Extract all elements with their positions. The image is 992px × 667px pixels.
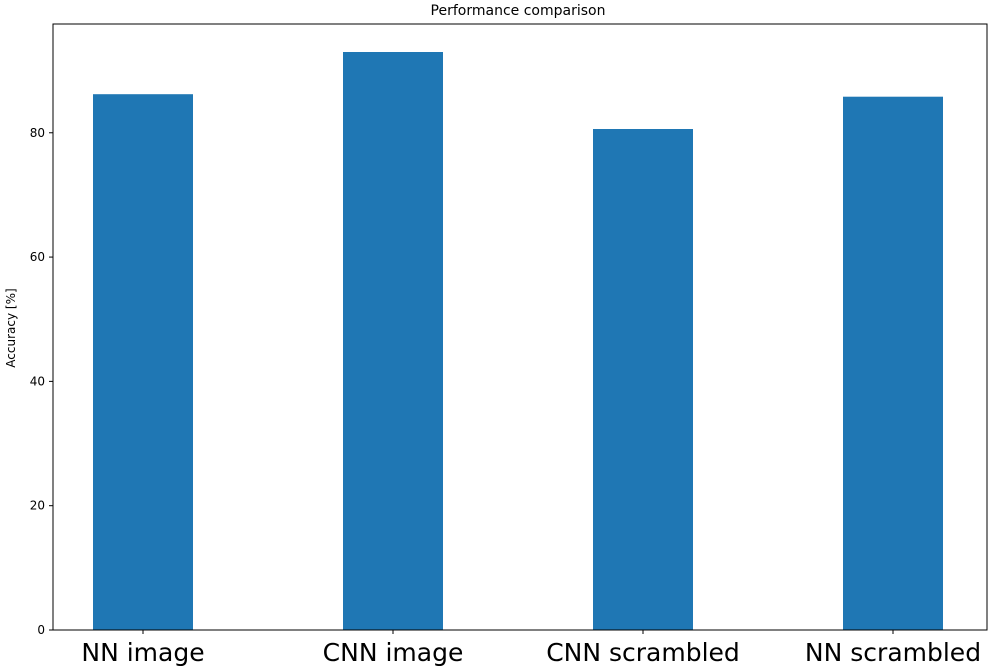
- x-tick-label: CNN image: [323, 638, 464, 667]
- y-tick-label: 20: [30, 499, 45, 513]
- y-axis-label: Accuracy [%]: [4, 288, 18, 367]
- axes-frame: [52, 23, 988, 631]
- bar-nn-scrambled: [843, 96, 943, 630]
- x-axis: NN image CNN image CNN scrambled NN scrambl…: [81, 630, 981, 667]
- x-tick-label: NN image: [81, 638, 204, 667]
- chart-title: Performance comparison: [431, 3, 606, 19]
- y-axis: 0 20 40 60 80: [30, 126, 53, 637]
- x-tick-label: CNN scrambled: [546, 638, 740, 667]
- y-tick-label: 80: [30, 126, 45, 140]
- bar-nn-image: [93, 94, 193, 630]
- bars-layer: [93, 52, 943, 630]
- y-tick-label: 60: [30, 250, 45, 264]
- bar-cnn-scrambled: [593, 129, 693, 630]
- y-tick-label: 0: [37, 623, 45, 637]
- y-tick-label: 40: [30, 374, 45, 388]
- bar-cnn-image: [343, 52, 443, 630]
- x-tick-label: NN scrambled: [805, 638, 981, 667]
